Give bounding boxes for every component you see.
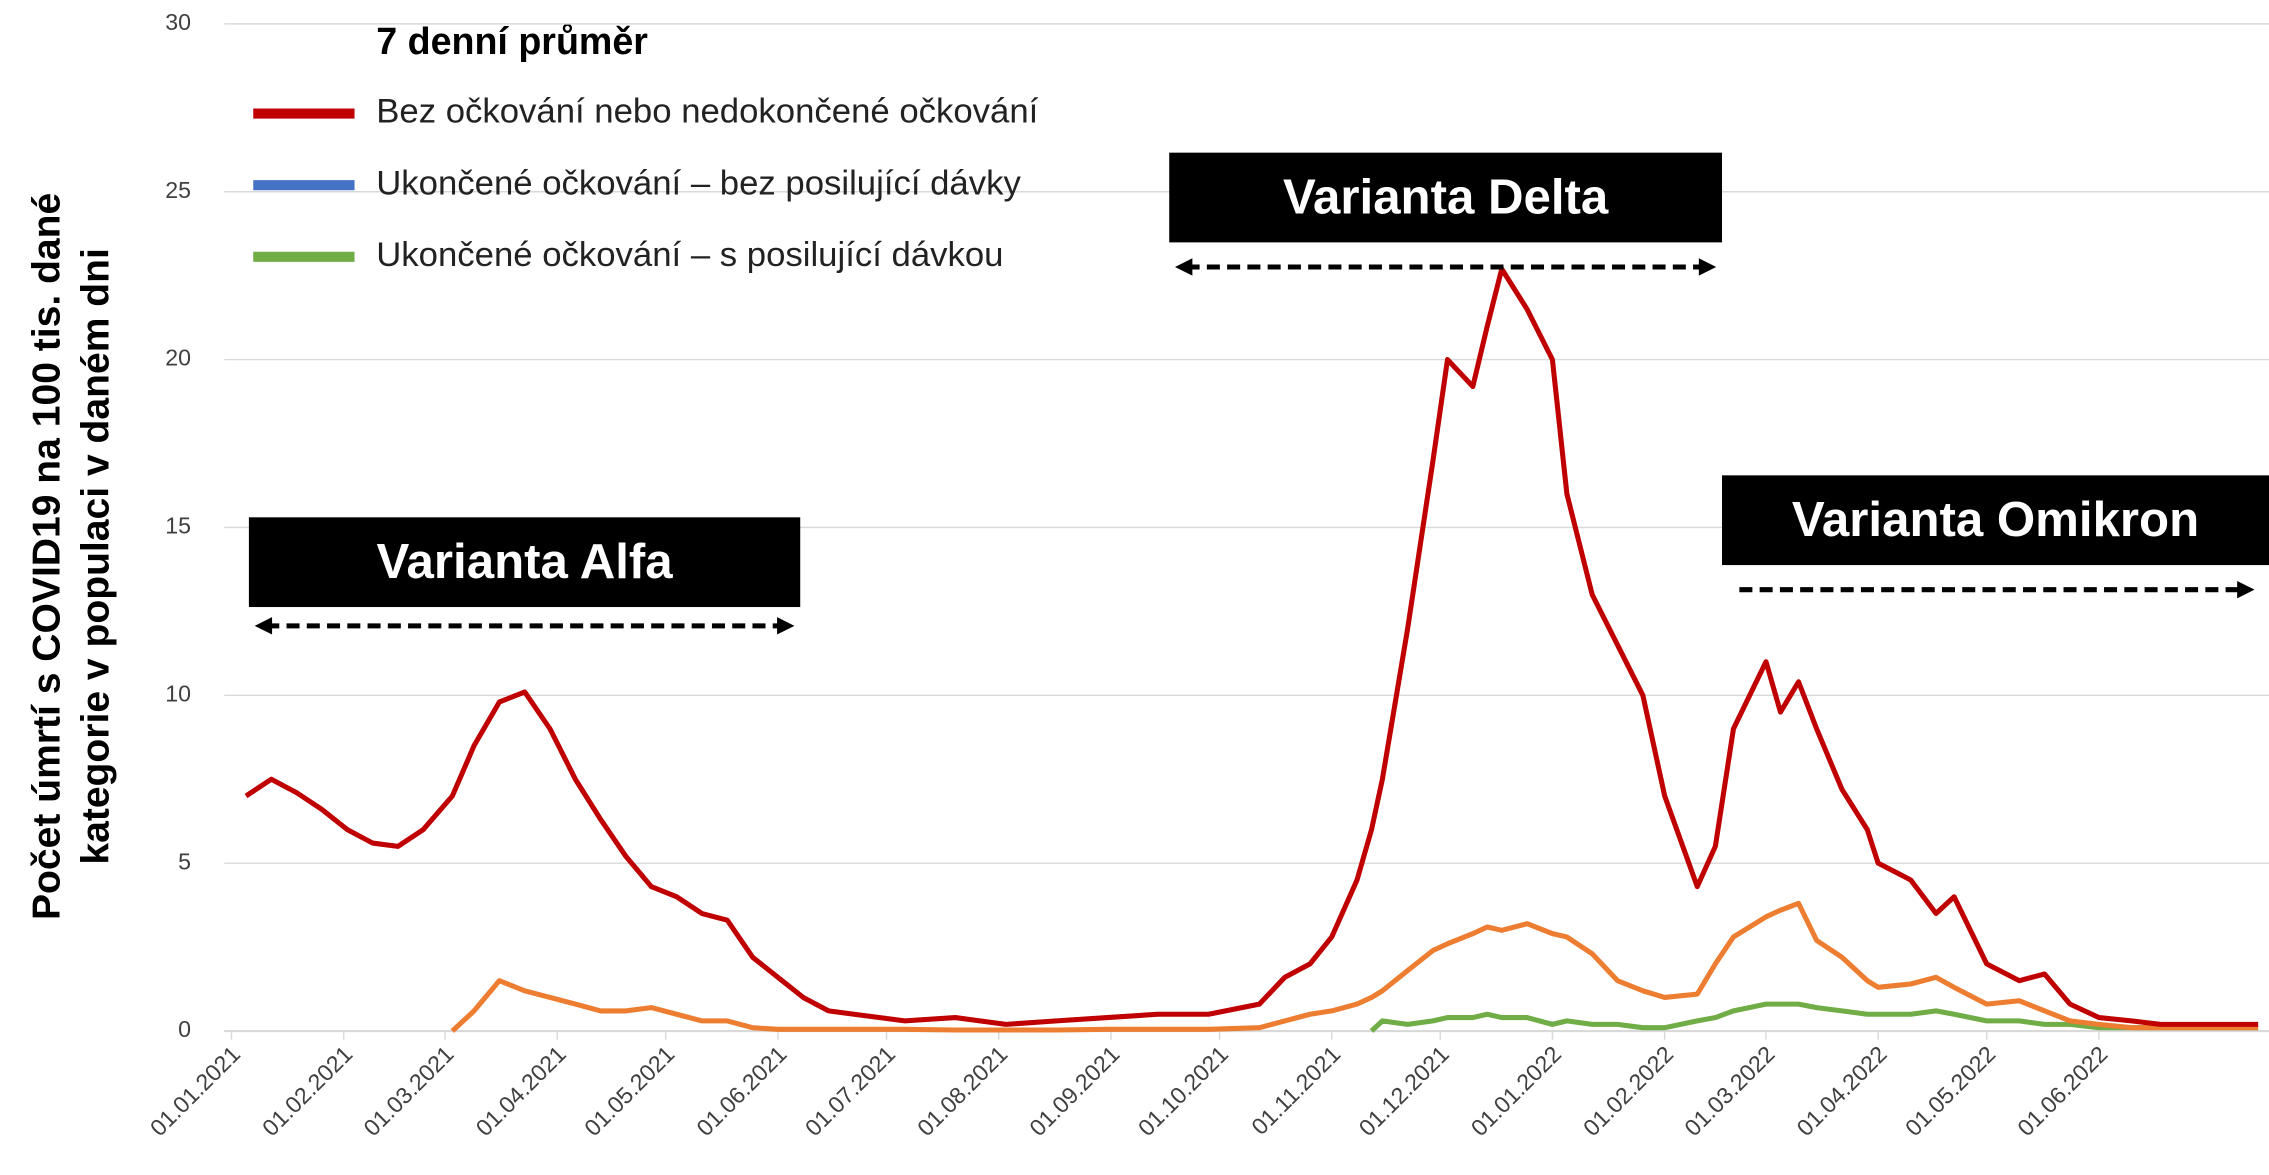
x-tick-label: 01.02.2022 [1578, 1041, 1678, 1141]
legend-label: Ukončené očkování – s posilující dávkou [376, 236, 1003, 274]
y-tick-label: 15 [165, 513, 191, 539]
x-tick-label: 01.08.2021 [912, 1041, 1012, 1141]
annotation-label: Varianta Alfa [376, 534, 673, 589]
x-tick-label: 01.02.2021 [257, 1041, 357, 1141]
x-tick-label: 01.10.2021 [1133, 1041, 1233, 1141]
annotation-box [1169, 152, 1723, 243]
legend-title: 7 denní průměr [376, 20, 648, 62]
legend-label: Bez očkování nebo nedokončené očkování [376, 93, 1038, 131]
arrow-head [2237, 580, 2255, 599]
legend-label: Ukončené očkování – bez posilující dávky [376, 164, 1021, 202]
y-tick-label: 25 [165, 177, 191, 203]
x-tick-label: 01.07.2021 [800, 1041, 900, 1141]
x-tick-label: 01.06.2022 [2012, 1041, 2112, 1141]
x-tick-label: 01.05.2022 [1900, 1041, 2000, 1141]
y-tick-label: 0 [178, 1016, 191, 1042]
x-tick-label: 01.03.2021 [358, 1041, 458, 1141]
series-line [1369, 1001, 2259, 1033]
x-tick-label: 01.09.2021 [1024, 1041, 1124, 1141]
y-tick-label: 30 [165, 9, 191, 35]
arrow-head [1698, 258, 1717, 276]
y-axis-label: kategorie v populaci v daném dni [75, 248, 118, 864]
series-line [450, 900, 2259, 1033]
annotation-box [248, 517, 801, 608]
annotation-box [1722, 475, 2269, 566]
x-tick-label: 01.01.2022 [1466, 1041, 1566, 1141]
annotation-label: Varianta Delta [1283, 169, 1609, 224]
y-tick-label: 5 [178, 848, 191, 874]
x-tick-label: 01.01.2021 [145, 1041, 245, 1141]
arrow-head [777, 617, 795, 635]
arrow-head [254, 617, 273, 635]
x-tick-label: 01.04.2022 [1792, 1041, 1892, 1141]
series-line [244, 266, 2259, 1027]
y-tick-label: 20 [165, 345, 191, 371]
annotation-label: Varianta Omikron [1792, 492, 2199, 547]
x-tick-label: 01.05.2021 [579, 1041, 679, 1141]
x-tick-label: 01.03.2022 [1679, 1041, 1779, 1141]
arrow-head [1175, 258, 1193, 276]
x-tick-label: 01.04.2021 [471, 1041, 571, 1141]
y-tick-label: 10 [165, 680, 191, 706]
x-tick-label: 01.06.2021 [691, 1041, 791, 1141]
y-axis-label: Počet úmrtí s COVID19 na 100 tis. dané [26, 193, 69, 920]
x-tick-label: 01.11.2021 [1246, 1041, 1345, 1140]
x-tick-label: 01.12.2021 [1354, 1041, 1454, 1141]
